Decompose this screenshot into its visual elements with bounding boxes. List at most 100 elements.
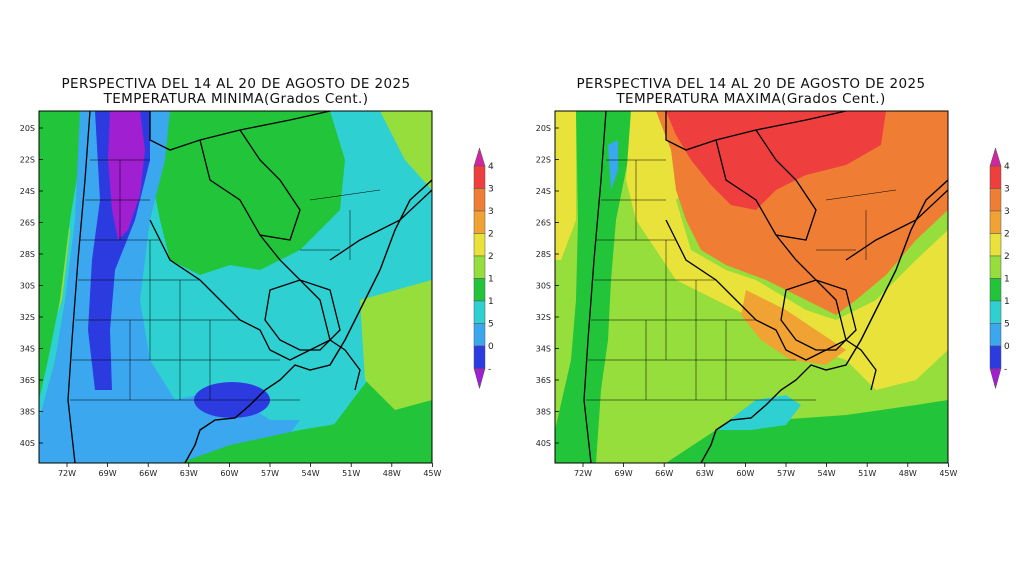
lon-tick-label: 66W bbox=[139, 469, 157, 478]
colorbar-segment bbox=[473, 255, 486, 279]
field-green-west bbox=[39, 111, 90, 400]
colorbar-label: - bbox=[488, 365, 491, 375]
colorbar-top-triangle bbox=[989, 147, 1002, 167]
lon-tick-label: 69W bbox=[615, 469, 633, 478]
colorbar-segment bbox=[989, 323, 1002, 347]
colorbar-minima: 4 3 3 2 2 1 1 5 0 - bbox=[473, 147, 494, 390]
colorbar-maxima: 4 3 3 2 2 1 1 5 0 - bbox=[989, 147, 1010, 390]
colorbar-segment bbox=[989, 210, 1002, 234]
colorbar-segment bbox=[989, 345, 1002, 369]
lon-tick-label: 48W bbox=[899, 469, 917, 478]
colorbar-label: 1 bbox=[1004, 275, 1010, 285]
lat-axis: 20S 22S 24S 26S 28S 30S 32S 34S 36S 38S 40S bbox=[20, 124, 43, 448]
lat-tick-label: 38S bbox=[536, 408, 551, 417]
colorbar-label: 1 bbox=[488, 297, 494, 307]
lat-tick-label: 34S bbox=[536, 345, 551, 354]
title-line-1: PERSPECTIVA DEL 14 AL 20 DE AGOSTO DE 20… bbox=[61, 76, 411, 92]
lat-tick-label: 34S bbox=[20, 345, 35, 354]
map-temperatura-minima: 20S 22S 24S 26S 28S 30S 32S 34S 36S 38S 40S 72W 69W… bbox=[20, 110, 442, 478]
colorbar-segment bbox=[473, 233, 486, 257]
lat-tick-label: 38S bbox=[20, 408, 35, 417]
lat-tick-label: 26S bbox=[20, 219, 35, 228]
lon-tick-label: 63W bbox=[180, 469, 198, 478]
lat-tick-label: 40S bbox=[20, 439, 35, 448]
field-yellowgreen-se bbox=[360, 280, 432, 410]
field-purple bbox=[108, 111, 145, 240]
colorbar-segment bbox=[473, 210, 486, 234]
country-borders bbox=[67, 111, 432, 463]
field-cyan-south bbox=[716, 395, 801, 430]
field-green-south bbox=[180, 420, 432, 463]
field-green-south bbox=[666, 400, 948, 463]
colorbar-label: 0 bbox=[1004, 342, 1010, 352]
colorbar-label: - bbox=[1004, 365, 1007, 375]
lon-tick-label: 45W bbox=[939, 469, 957, 478]
field-yellow-west bbox=[555, 111, 576, 260]
lon-tick-label: 66W bbox=[655, 469, 673, 478]
lat-tick-label: 30S bbox=[20, 282, 35, 291]
colorbar-segment bbox=[473, 323, 486, 347]
colorbar-label: 0 bbox=[488, 342, 494, 352]
map-temperatura-maxima: 20S 22S 24S 26S 28S 30S 32S 34S 36S 38S 40S 72W 69W… bbox=[536, 110, 958, 478]
lat-tick-label: 36S bbox=[536, 376, 551, 385]
colorbar-label: 3 bbox=[488, 185, 494, 195]
colorbar-segment bbox=[473, 300, 486, 324]
lon-tick-label: 45W bbox=[423, 469, 441, 478]
lon-tick-label: 72W bbox=[574, 469, 592, 478]
lat-tick-label: 36S bbox=[20, 376, 35, 385]
colorbar-segment bbox=[989, 188, 1002, 212]
field-yellow bbox=[555, 111, 948, 390]
lat-tick-label: 40S bbox=[536, 439, 551, 448]
lon-tick-label: 54W bbox=[302, 469, 320, 478]
lat-tick-label: 32S bbox=[20, 313, 35, 322]
field-green-north bbox=[150, 111, 345, 275]
lat-tick-label: 20S bbox=[20, 124, 35, 133]
colorbar-segment bbox=[473, 345, 486, 369]
colorbar-label: 2 bbox=[1004, 252, 1010, 262]
province-borders bbox=[70, 159, 381, 401]
lat-tick-label: 22S bbox=[20, 156, 35, 165]
lon-tick-label: 48W bbox=[383, 469, 401, 478]
lat-axis: 20S 22S 24S 26S 28S 30S 32S 34S 36S 38S 40S bbox=[536, 124, 559, 448]
lat-tick-label: 24S bbox=[20, 187, 35, 196]
colorbar-bottom-triangle bbox=[473, 368, 486, 390]
country-borders bbox=[583, 111, 948, 463]
lat-tick-label: 28S bbox=[20, 250, 35, 259]
colorbar-label: 5 bbox=[1004, 320, 1010, 330]
lat-tick-label: 28S bbox=[536, 250, 551, 259]
lon-tick-label: 72W bbox=[58, 469, 76, 478]
lon-tick-label: 57W bbox=[777, 469, 795, 478]
colorbar-segment bbox=[473, 278, 486, 302]
lon-tick-label: 60W bbox=[736, 469, 754, 478]
title-line-1: PERSPECTIVA DEL 14 AL 20 DE AGOSTO DE 20… bbox=[576, 76, 926, 92]
lat-tick-label: 20S bbox=[536, 124, 551, 133]
field-yellowgreen-ne bbox=[380, 111, 432, 190]
lon-tick-label: 51W bbox=[858, 469, 876, 478]
colorbar-label: 2 bbox=[1004, 230, 1010, 240]
colorbar-label: 1 bbox=[488, 275, 494, 285]
colorbar-segment bbox=[473, 188, 486, 212]
map-frame bbox=[554, 110, 949, 464]
lon-tick-label: 57W bbox=[261, 469, 279, 478]
colorbar-label: 2 bbox=[488, 230, 494, 240]
panel-title-maxima: PERSPECTIVA DEL 14 AL 20 DE AGOSTO DE 20… bbox=[555, 77, 947, 107]
lat-tick-label: 30S bbox=[536, 282, 551, 291]
lat-tick-label: 26S bbox=[536, 219, 551, 228]
field-green-west bbox=[555, 111, 631, 463]
title-line-2: TEMPERATURA MINIMA(Grados Cent.) bbox=[103, 91, 369, 107]
title-line-2: TEMPERATURA MAXIMA(Grados Cent.) bbox=[616, 91, 886, 107]
lon-tick-label: 60W bbox=[220, 469, 238, 478]
coastline bbox=[700, 179, 948, 463]
panel-title-minima: PERSPECTIVA DEL 14 AL 20 DE AGOSTO DE 20… bbox=[40, 77, 432, 107]
lon-tick-label: 54W bbox=[818, 469, 836, 478]
colorbar-label: 3 bbox=[1004, 185, 1010, 195]
colorbar-bottom-triangle bbox=[989, 368, 1002, 390]
lat-tick-label: 32S bbox=[536, 313, 551, 322]
field-lightblue-west bbox=[608, 140, 618, 190]
colorbar-segment bbox=[989, 278, 1002, 302]
lat-tick-label: 22S bbox=[536, 156, 551, 165]
lon-tick-label: 51W bbox=[342, 469, 360, 478]
colorbar-label: 4 bbox=[488, 162, 494, 172]
colorbar-label: 3 bbox=[1004, 207, 1010, 217]
colorbar-segment bbox=[989, 255, 1002, 279]
